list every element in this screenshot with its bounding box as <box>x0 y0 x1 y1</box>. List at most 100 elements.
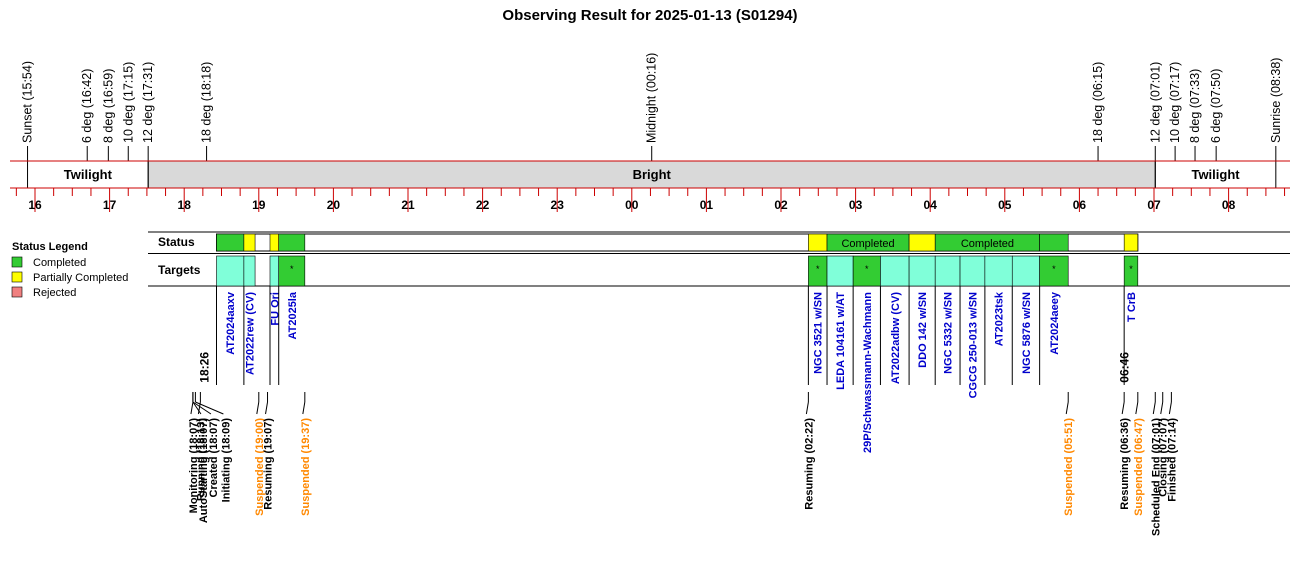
event-label: Initiating (18:09) <box>220 418 232 503</box>
axis-tick-label: 02 <box>774 198 788 212</box>
event-leader-line <box>1065 401 1069 415</box>
sky-marker-label: 12 deg (17:31) <box>141 62 155 143</box>
status-segment-completed <box>278 233 306 252</box>
event-label: Suspended (19:37) <box>300 418 312 516</box>
target-name-label: CGCG 250-013 w/SN <box>967 292 979 398</box>
legend-label-rejected: Rejected <box>33 287 76 299</box>
event-label: Finished (07:14) <box>1166 418 1178 502</box>
sky-marker-label: 10 deg (07:17) <box>1168 62 1182 143</box>
sky-marker-label: 10 deg (17:15) <box>121 62 135 143</box>
event-leader-line <box>256 401 260 415</box>
event-leader-line <box>302 401 306 415</box>
event-label: AutoStarting (18:07) <box>198 418 210 523</box>
status-legend: Status Legend Completed Partially Complete… <box>11 241 128 299</box>
target-cell <box>1123 255 1139 287</box>
event-leader-line <box>1135 401 1139 415</box>
target-name-label: AT2024aaxv <box>225 291 237 355</box>
axis-tick-label: 01 <box>700 198 714 212</box>
target-cell <box>278 255 306 287</box>
axis-tick-label: 19 <box>252 198 266 212</box>
row-frames: Status Targets <box>148 231 1290 287</box>
target-cell-mark: * <box>816 264 820 274</box>
target-cell <box>852 255 881 287</box>
target-name-label: AT2025la <box>287 291 299 339</box>
axis-tick-label: 05 <box>998 198 1012 212</box>
legend-swatch-partial <box>11 271 23 283</box>
event-leader-line <box>1168 401 1172 415</box>
legend-swatch-completed <box>11 256 23 268</box>
axis-tick-label: 06 <box>1073 198 1087 212</box>
target-name-label: DDO 142 w/SN <box>917 292 929 368</box>
status-segment-partial <box>808 233 828 252</box>
sky-marker-label: Sunset (15:54) <box>21 61 35 143</box>
target-cell <box>880 255 910 287</box>
sky-band-label: Bright <box>633 167 672 182</box>
axis-tick-label: 16 <box>28 198 42 212</box>
target-name-label: AT2022adbw (CV) <box>890 292 902 384</box>
axis-tick-label: 18 <box>178 198 192 212</box>
status-segment-label: Completed <box>961 238 1014 250</box>
target-name-label: 29P/Schwassmann-Wachmann <box>862 292 874 453</box>
sky-band-twilight <box>27 161 149 188</box>
event-log: Monitoring (18:07)AutoStarting (18:07)Cr… <box>188 392 1178 536</box>
event-leader-line <box>197 401 201 415</box>
sky-marker-label: 6 deg (16:42) <box>80 69 94 143</box>
sky-bands: Twilight Bright Twilight <box>10 160 1290 188</box>
event-leader-line <box>192 401 202 415</box>
target-cell-mark: * <box>865 264 869 274</box>
event-leader-line <box>265 401 269 415</box>
target-name-label: AT2024aeey <box>1049 291 1061 355</box>
target-cell <box>269 255 280 287</box>
status-segment-completed <box>1039 233 1069 252</box>
sky-band-bright <box>148 161 1156 188</box>
legend-label-partial: Partially Completed <box>33 272 128 284</box>
target-name-label: NGC 3521 w/SN <box>813 292 825 374</box>
event-leader-line <box>1121 401 1125 415</box>
target-cell <box>984 255 1013 287</box>
chart-title: Observing Result for 2025-01-13 (S01294) <box>502 7 797 24</box>
status-segment-partial <box>908 233 936 252</box>
event-label: Suspended (05:51) <box>1063 418 1075 516</box>
sky-marker-label: 8 deg (16:59) <box>101 69 115 143</box>
target-cell <box>908 255 936 287</box>
target-cell <box>934 255 961 287</box>
axis-tick-label: 03 <box>849 198 863 212</box>
sky-marker-label: 8 deg (07:33) <box>1188 69 1202 143</box>
legend-swatch-rejected <box>11 286 23 298</box>
sky-band-label: Twilight <box>64 167 113 182</box>
target-cell <box>826 255 854 287</box>
target-name-label: FU Ori <box>269 292 281 326</box>
event-label: Running (18:13) <box>195 418 207 501</box>
event-leader-line <box>1160 401 1164 415</box>
time-mark-label: 06:46 <box>1118 352 1132 383</box>
target-name-label: NGC 5332 w/SN <box>943 292 955 374</box>
axis-tick-label: 00 <box>625 198 639 212</box>
sky-band-label: Twilight <box>1191 167 1240 182</box>
event-leader-line <box>192 401 212 415</box>
axis-tick-label: 08 <box>1222 198 1236 212</box>
event-label: Suspended (06:47) <box>1133 418 1145 516</box>
status-segment-partial <box>243 233 256 252</box>
axis-tick-label: 04 <box>924 198 938 212</box>
event-leader-line <box>190 401 194 415</box>
axis-tick-label: 20 <box>327 198 341 212</box>
event-label: Suspended (19:00) <box>254 418 266 516</box>
targets-row: AT2024aaxv AT2022rew (CV) FU Ori * AT2025la *… <box>198 255 1139 453</box>
axis-tick-label: 21 <box>401 198 415 212</box>
event-label: Closing (07:07) <box>1158 418 1170 497</box>
event-label: Monitoring (18:07) <box>188 418 200 514</box>
status-segment-partial <box>269 233 280 252</box>
target-cell-mark: * <box>1052 264 1056 274</box>
target-cell-mark: * <box>290 264 294 274</box>
axis-tick-label: 07 <box>1147 198 1161 212</box>
status-row: Completed Completed <box>216 233 1139 252</box>
status-segment-completed <box>216 233 245 252</box>
event-leader-line <box>1152 401 1156 415</box>
target-name-label: AT2023tsk <box>994 291 1006 346</box>
sky-marker-label: Midnight (00:16) <box>645 53 659 143</box>
status-segment-label: Completed <box>841 238 894 250</box>
event-label: Scheduled End (07:01) <box>1150 418 1162 536</box>
axis-tick-label: 17 <box>103 198 117 212</box>
